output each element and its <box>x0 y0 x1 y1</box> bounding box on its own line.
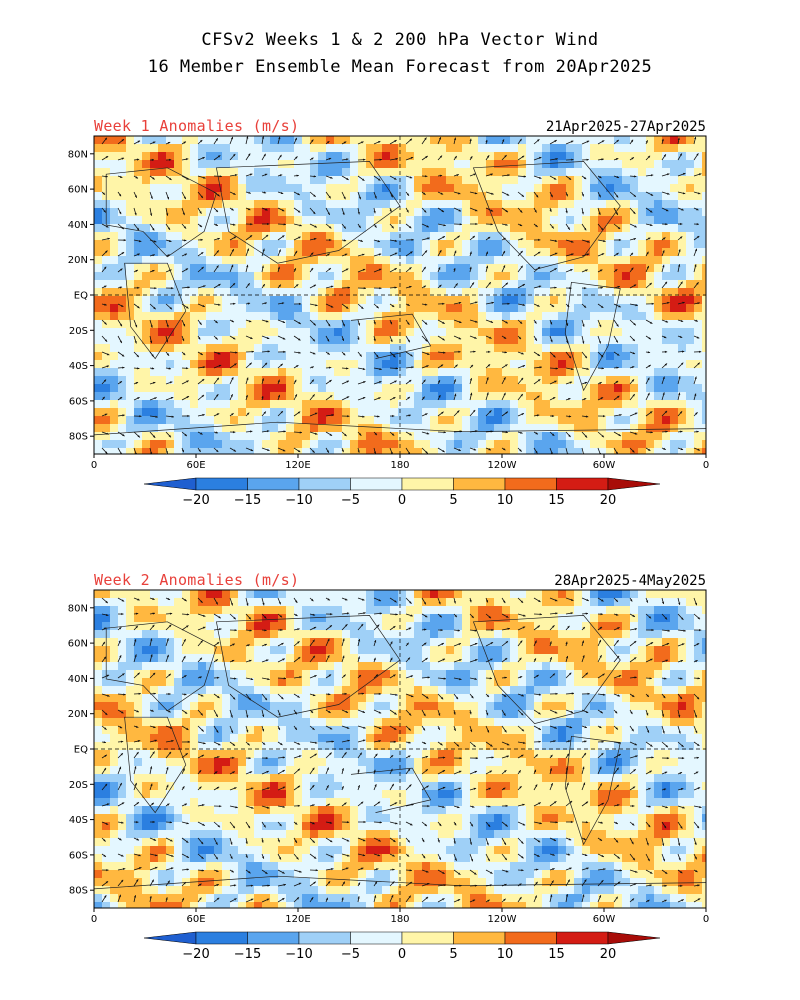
week1-colorbar: −20 −15 −10 −5 0 5 10 15 20 <box>143 477 661 508</box>
week2-lat-label: 60N <box>68 639 88 650</box>
chart-title-line-1: CFSv2 Weeks 1 & 2 200 hPa Vector Wind <box>201 30 599 50</box>
week2-lon-label: 180 <box>390 914 409 925</box>
week2-lat-label: EQ <box>74 745 88 756</box>
week2-map-panel: 80N 60N 40N 20N EQ 20S 40S 60S 80S 0 60E 120E 180 120… <box>68 589 709 925</box>
week1-colorbar-segment <box>504 477 557 491</box>
week2-panel-label: Week 2 Anomalies (m/s) <box>94 571 300 589</box>
week1-lat-label: EQ <box>74 291 88 302</box>
week1-lon-label: 60E <box>186 460 205 471</box>
week2-colorbar-tick-label: 20 <box>600 947 617 962</box>
week2-lon-label: 120E <box>285 914 310 925</box>
week2-lat-label: 80S <box>69 886 88 897</box>
week1-lon-label: 180 <box>390 460 409 471</box>
week1-colorbar-segment <box>401 477 454 491</box>
week1-lat-label: 60N <box>68 185 88 196</box>
week1-lat-label: 60S <box>69 396 88 407</box>
week1-coastlines <box>94 161 706 436</box>
week1-colorbar-tick-label: 0 <box>398 493 406 508</box>
week1-colorbar-min-arrow <box>143 477 197 491</box>
week1-colorbar-segment <box>195 477 248 491</box>
week1-colorbar-segment <box>247 477 300 491</box>
week2-lat-label: 40N <box>68 674 88 685</box>
week1-lat-label: 80S <box>69 432 88 443</box>
week2-colorbar-segment <box>504 931 557 945</box>
week1-colorbar-max-arrow <box>607 477 661 491</box>
week1-colorbar-segment <box>556 477 609 491</box>
week2-colorbar-segment <box>401 931 454 945</box>
week2-colorbar-segment <box>298 931 351 945</box>
week2-colorbar-tick-label: 15 <box>548 947 565 962</box>
week2-colorbar-tick-label: −10 <box>285 947 312 962</box>
week1-colorbar-tick-label: −10 <box>285 493 312 508</box>
week2-date-range: 28Apr2025-4May2025 <box>554 573 706 589</box>
week1-lon-label: 0 <box>703 460 709 471</box>
week2-lon-label: 60E <box>186 914 205 925</box>
week2-lat-label: 40S <box>69 815 88 826</box>
week1-lon-label: 120E <box>285 460 310 471</box>
week1-colorbar-tick-label: 15 <box>548 493 565 508</box>
week1-lat-label: 20S <box>69 326 88 337</box>
week1-lon-label: 0 <box>91 460 97 471</box>
week1-anomaly-shading <box>94 136 706 454</box>
week1-colorbar-segment <box>298 477 351 491</box>
week2-colorbar-segment <box>247 931 300 945</box>
week1-date-range: 21Apr2025-27Apr2025 <box>545 119 706 135</box>
week1-panel-label: Week 1 Anomalies (m/s) <box>94 117 300 135</box>
week1-lat-label: 80N <box>68 149 88 160</box>
week2-lat-label: 20N <box>68 709 88 720</box>
week1-colorbar-tick-label: −20 <box>182 493 209 508</box>
week1-colorbar-tick-label: 20 <box>600 493 617 508</box>
week1-colorbar-tick-label: −15 <box>234 493 261 508</box>
chart-title-line-2: 16 Member Ensemble Mean Forecast from 20… <box>147 57 653 77</box>
week2-lon-label: 0 <box>703 914 709 925</box>
week1-lat-label: 40S <box>69 361 88 372</box>
week2-colorbar-segment <box>453 931 506 945</box>
week1-lat-label: 40N <box>68 220 88 231</box>
week2-colorbar-segment <box>556 931 609 945</box>
week1-lon-label: 120W <box>488 460 517 471</box>
week2-lat-label: 60S <box>69 850 88 861</box>
week2-wind-vectors <box>101 597 702 903</box>
week2-lat-label: 20S <box>69 780 88 791</box>
week2-colorbar-max-arrow <box>607 931 661 945</box>
week2-colorbar-tick-label: 10 <box>497 947 514 962</box>
week1-colorbar-segment <box>453 477 506 491</box>
week2-colorbar-segment <box>350 931 403 945</box>
week2-colorbar-tick-label: −20 <box>182 947 209 962</box>
week2-colorbar-tick-label: 5 <box>449 947 457 962</box>
week2-colorbar-tick-label: −15 <box>234 947 261 962</box>
week2-colorbar-tick-label: −5 <box>341 947 360 962</box>
week2-lon-label: 60W <box>593 914 616 925</box>
week1-colorbar-tick-label: −5 <box>341 493 360 508</box>
week2-colorbar: −20 −15 −10 −5 0 5 10 15 20 <box>143 931 661 962</box>
week2-colorbar-tick-label: 0 <box>398 947 406 962</box>
week1-map-panel: 80N 60N 40N 20N EQ 20S 40S 60S 80S 0 60E 120E 180 120… <box>68 135 709 471</box>
week1-wind-vectors <box>101 136 702 454</box>
week1-lat-label: 20N <box>68 255 88 266</box>
week1-colorbar-tick-label: 10 <box>497 493 514 508</box>
week1-lon-label: 60W <box>593 460 616 471</box>
week2-anomaly-shading <box>94 590 706 908</box>
week1-colorbar-tick-label: 5 <box>449 493 457 508</box>
week2-colorbar-segment <box>195 931 248 945</box>
week1-colorbar-segment <box>350 477 403 491</box>
week2-colorbar-min-arrow <box>143 931 197 945</box>
week2-lat-label: 80N <box>68 603 88 614</box>
week2-lon-label: 120W <box>488 914 517 925</box>
week2-lon-label: 0 <box>91 914 97 925</box>
